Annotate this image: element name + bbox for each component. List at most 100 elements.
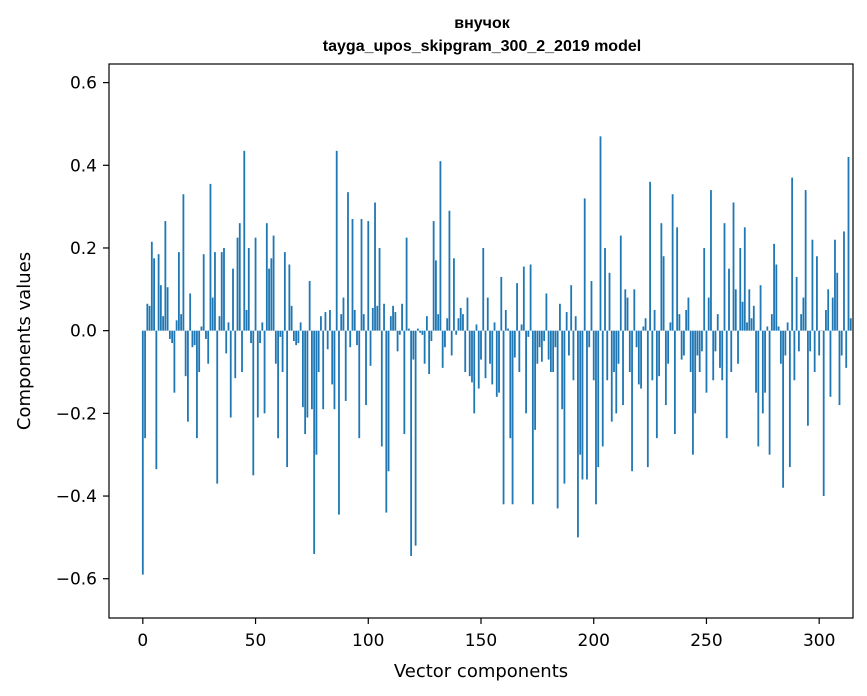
bar-component-25 xyxy=(198,330,201,372)
bar-component-21 xyxy=(189,293,192,331)
bar-component-137 xyxy=(450,330,453,356)
bar-component-156 xyxy=(493,322,496,331)
bar-component-203 xyxy=(599,136,602,331)
bar-component-59 xyxy=(274,330,277,364)
bar-component-207 xyxy=(608,272,611,331)
bar-component-189 xyxy=(568,330,570,356)
bar-component-63 xyxy=(283,252,286,331)
bar-component-294 xyxy=(804,190,807,331)
bar-component-168 xyxy=(520,324,523,331)
bar-component-193 xyxy=(577,330,579,538)
bar-component-177 xyxy=(540,330,543,362)
bar-component-300 xyxy=(818,330,821,356)
bar-component-127 xyxy=(428,330,431,375)
bar-component-297 xyxy=(811,239,814,331)
bar-component-279 xyxy=(770,314,773,331)
bar-component-41 xyxy=(234,330,237,379)
bar-component-1 xyxy=(144,330,146,439)
bar-component-219 xyxy=(635,330,638,348)
bar-component-293 xyxy=(802,297,805,331)
bar-component-3 xyxy=(148,305,151,331)
bar-component-246 xyxy=(696,330,699,356)
bar-component-228 xyxy=(655,330,658,439)
y-tick-label: 0.2 xyxy=(70,239,97,259)
bar-component-19 xyxy=(184,330,187,377)
bar-component-117 xyxy=(405,237,408,331)
bar-component-167 xyxy=(518,330,521,372)
bar-component-10 xyxy=(164,221,167,331)
bar-component-14 xyxy=(173,330,176,393)
bar-component-263 xyxy=(734,289,737,331)
bar-component-218 xyxy=(633,289,636,331)
bar-component-248 xyxy=(701,330,703,352)
bar-component-146 xyxy=(471,330,473,383)
bar-component-160 xyxy=(502,330,505,505)
bar-component-101 xyxy=(369,330,372,366)
bar-component-175 xyxy=(536,330,539,364)
bar-component-295 xyxy=(807,330,809,426)
bar-component-42 xyxy=(236,237,239,331)
bar-component-257 xyxy=(721,330,724,381)
bar-component-39 xyxy=(229,330,232,418)
bar-component-50 xyxy=(254,237,257,331)
bar-component-144 xyxy=(466,297,469,331)
bar-component-255 xyxy=(716,314,719,331)
bar-component-58 xyxy=(272,235,275,331)
bar-component-181 xyxy=(549,330,552,372)
bar-component-148 xyxy=(475,324,478,331)
bar-component-174 xyxy=(534,330,537,430)
bar-component-314 xyxy=(849,318,852,331)
bar-component-139 xyxy=(455,330,458,335)
bar-component-72 xyxy=(304,330,307,435)
bar-component-259 xyxy=(725,330,728,439)
bar-component-5 xyxy=(153,258,155,331)
x-axis-ticks: 0 50 100 150 200 250 300 xyxy=(137,618,835,651)
bar-component-270 xyxy=(750,318,753,331)
bar-component-0 xyxy=(141,330,144,575)
bar-component-18 xyxy=(182,194,185,331)
bar-component-288 xyxy=(791,177,794,331)
bar-component-44 xyxy=(241,330,243,372)
bar-component-251 xyxy=(707,297,710,331)
y-tick-label: 0.4 xyxy=(70,156,97,176)
bar-component-119 xyxy=(410,330,413,556)
bar-component-37 xyxy=(225,330,228,354)
bar-component-239 xyxy=(680,330,683,360)
x-tick-label: 50 xyxy=(245,631,267,651)
bar-component-36 xyxy=(223,247,225,331)
bar-component-110 xyxy=(389,316,392,331)
bar-component-303 xyxy=(825,309,827,331)
bar-component-52 xyxy=(259,330,261,344)
bar-component-54 xyxy=(263,330,266,414)
bar-component-57 xyxy=(270,258,273,331)
bar-component-179 xyxy=(545,293,548,331)
bar-component-159 xyxy=(500,276,503,331)
bar-component-67 xyxy=(292,330,295,341)
bar-component-94 xyxy=(353,309,356,331)
bar-component-186 xyxy=(561,330,564,410)
bar-component-99 xyxy=(365,330,367,406)
bar-component-43 xyxy=(238,223,241,331)
bar-component-230 xyxy=(660,223,663,331)
bar-component-283 xyxy=(779,330,782,364)
bar-component-169 xyxy=(522,266,525,331)
bar-component-79 xyxy=(320,316,322,331)
bar-component-71 xyxy=(301,330,304,408)
bar-component-231 xyxy=(662,256,665,331)
bar-component-100 xyxy=(367,221,370,331)
bar-component-125 xyxy=(423,330,426,364)
bar-component-241 xyxy=(685,309,688,331)
bar-component-247 xyxy=(698,330,701,372)
bar-component-102 xyxy=(371,307,374,331)
bar-component-208 xyxy=(610,330,613,422)
bar-component-212 xyxy=(619,235,622,331)
bar-component-296 xyxy=(809,330,812,352)
bar-component-198 xyxy=(588,330,591,348)
bar-component-85 xyxy=(333,330,336,410)
bar-component-136 xyxy=(448,210,451,331)
bar-component-171 xyxy=(527,330,530,337)
bar-component-244 xyxy=(692,330,694,455)
bar-component-49 xyxy=(252,330,255,476)
bar-component-97 xyxy=(360,219,363,331)
bar-component-180 xyxy=(547,330,550,360)
